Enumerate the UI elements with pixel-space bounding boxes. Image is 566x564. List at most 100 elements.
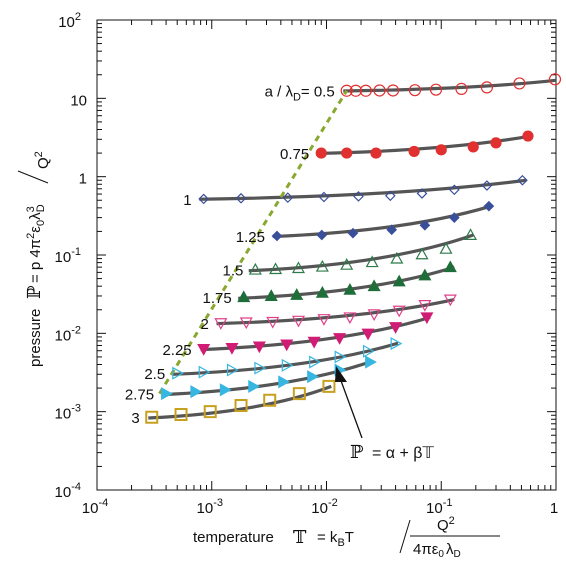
data-point xyxy=(334,350,347,364)
data-point xyxy=(370,147,382,159)
data-point xyxy=(343,312,357,325)
data-point xyxy=(467,141,479,153)
x-tick-label-base: 10 xyxy=(82,500,99,517)
data-point xyxy=(309,355,321,369)
data-point xyxy=(448,212,460,223)
series-label-part: 0.5 xyxy=(314,84,335,101)
x-axis-den-subd: D xyxy=(453,549,460,560)
data-point xyxy=(365,255,379,268)
data-point xyxy=(235,192,247,204)
data-point xyxy=(248,262,262,275)
data-point xyxy=(174,408,188,422)
data-point xyxy=(513,77,526,90)
data-point xyxy=(145,410,159,424)
x-axis-fraction-slash xyxy=(399,519,411,554)
data-point xyxy=(420,312,434,325)
x-axis-sub-b: B xyxy=(337,537,344,549)
x-tick-label-base: 10 xyxy=(311,500,328,517)
data-point xyxy=(198,365,211,379)
x-axis-symbol: 𝕋 xyxy=(293,527,307,548)
series-label: 2.75 xyxy=(125,387,154,404)
data-point xyxy=(264,289,278,301)
y-axis-symbol: ℙ xyxy=(24,285,45,299)
series-label-part: = xyxy=(301,84,314,101)
fit-curve xyxy=(199,178,527,201)
data-point xyxy=(464,228,478,241)
data-point xyxy=(290,288,304,300)
data-point xyxy=(353,191,364,202)
y-axis-eps: ε xyxy=(27,226,44,233)
y-tick-label-base: 10 xyxy=(55,484,72,501)
x-axis-denominator: 4πε0 λD xyxy=(413,541,461,560)
data-point xyxy=(282,192,294,203)
data-point xyxy=(333,333,347,345)
data-point xyxy=(448,184,460,196)
data-point xyxy=(418,268,432,281)
x-tick-label-base: 10 xyxy=(426,500,443,517)
data-point xyxy=(263,393,277,407)
data-markers xyxy=(145,73,562,424)
data-point xyxy=(483,200,495,212)
data-point xyxy=(291,315,306,328)
x-axis-den-text: 4πε xyxy=(413,541,439,558)
data-point xyxy=(237,290,251,303)
series-label: a / λD= 0.5 xyxy=(265,84,335,104)
data-point xyxy=(419,219,431,231)
y-tick-label: 10-3 xyxy=(55,403,81,423)
x-axis-eq: = kBT xyxy=(317,529,354,549)
data-point xyxy=(197,344,211,356)
data-point xyxy=(367,279,381,292)
data-point xyxy=(386,84,400,97)
data-point xyxy=(225,342,239,355)
data-point xyxy=(190,385,203,399)
data-point xyxy=(359,84,372,97)
fit-curve xyxy=(343,78,557,93)
x-axis-word: temperature xyxy=(193,529,274,546)
fit-annotation-arrow xyxy=(339,377,363,439)
boundary-line xyxy=(158,89,348,395)
x-tick-label: 10-3 xyxy=(197,497,223,517)
data-point xyxy=(384,190,396,202)
x-axis-eq-text: = k xyxy=(317,529,338,546)
data-point xyxy=(386,224,398,236)
data-point xyxy=(340,84,353,97)
data-point xyxy=(373,84,386,97)
data-point xyxy=(234,398,248,412)
data-point xyxy=(481,180,493,191)
data-point xyxy=(281,358,294,372)
y-tick-label: 10-2 xyxy=(55,324,81,344)
data-point xyxy=(408,145,420,158)
data-point xyxy=(214,318,228,330)
y-axis-fraction-slash xyxy=(17,170,49,184)
data-point xyxy=(443,260,457,273)
data-point xyxy=(361,328,375,341)
data-point xyxy=(278,375,291,389)
x-axis-title: temperature 𝕋 = kBT Q2 4πε0 λD xyxy=(193,515,500,560)
x-tick-label-exp: -4 xyxy=(98,497,108,509)
y-axis-expression: = p 4π2ε0λ3D xyxy=(25,204,47,283)
data-point xyxy=(172,366,184,380)
data-point xyxy=(269,262,283,275)
data-point xyxy=(443,294,457,307)
data-point xyxy=(480,81,494,94)
x-axis-num-sup: 2 xyxy=(449,515,455,527)
data-point xyxy=(392,305,406,318)
data-point xyxy=(439,242,453,254)
data-point xyxy=(271,230,283,242)
fit-annotation-lhs: ℙ xyxy=(350,442,364,463)
data-point xyxy=(455,82,468,95)
series-label: 1.5 xyxy=(223,263,244,280)
data-point xyxy=(248,379,260,393)
data-point xyxy=(315,259,329,272)
data-point xyxy=(340,258,354,270)
y-tick-label-exp: -4 xyxy=(71,481,81,493)
data-point xyxy=(548,73,562,86)
data-point xyxy=(266,316,280,329)
data-point xyxy=(435,144,447,156)
y-tick-label-exp: -1 xyxy=(71,246,81,258)
data-point xyxy=(367,309,381,322)
data-point xyxy=(317,314,331,326)
y-tick-label-base: 10 xyxy=(58,14,75,31)
data-point xyxy=(390,337,403,351)
